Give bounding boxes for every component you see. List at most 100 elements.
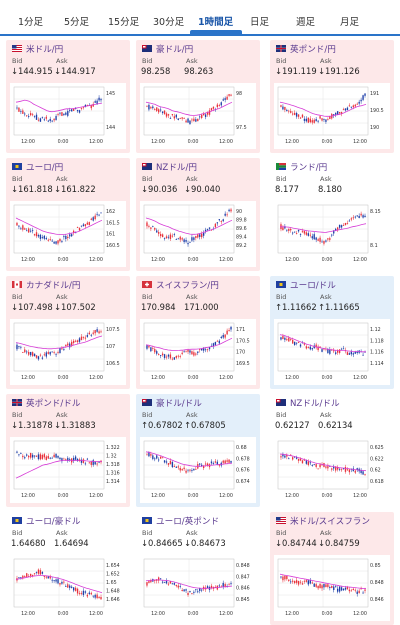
rate-card[interactable]: 英ポンド/円 Bid Ask ↓191.119 ↓191.126 191 190.5 190 1… (270, 40, 394, 153)
mini-candlestick-chart[interactable]: 8.15 8.1 12:00 0:00 12:00 (274, 201, 390, 267)
mini-candlestick-chart[interactable]: 0.68 0.678 0.676 0.674 12:00 0:00 12:00 (140, 437, 256, 503)
candle (226, 96, 228, 100)
candle (295, 457, 298, 459)
candle (163, 237, 166, 239)
candle (358, 590, 360, 594)
pair-name[interactable]: カナダドル/円 (26, 281, 81, 291)
candle (191, 351, 193, 355)
y-tick-label: 8.15 (370, 209, 381, 215)
rate-card[interactable]: ランド/円 Bid Ask 8.177 8.180 8.15 8.1 12:00 0:00 12:… (270, 158, 394, 271)
pair-name[interactable]: 米ドル/円 (26, 45, 64, 55)
candle (76, 110, 79, 112)
candle (47, 576, 49, 579)
candle (288, 110, 290, 112)
candle (183, 239, 185, 243)
tab-1[interactable]: 5分足 (64, 17, 90, 28)
rate-card[interactable]: スイスフラン/円 Bid Ask 170.984 171.000 171 170.5 170 1… (136, 276, 260, 389)
pair-name[interactable]: NZドル/円 (156, 163, 197, 173)
candle (61, 112, 63, 116)
rate-card[interactable]: ユーロ/ドル Bid Ask ↑1.11662 ↑1.11665 1.12 1.118 1.1… (270, 276, 394, 389)
rate-card[interactable]: ユーロ/英ポンド Bid Ask ↓0.84665 ↓0.84673 0.848 0.847… (136, 512, 260, 625)
candle (305, 460, 308, 464)
pair-name[interactable]: 豪ドル/円 (156, 45, 194, 55)
candle (303, 118, 306, 121)
candle (297, 114, 300, 117)
rate-card[interactable]: 米ドル/スイスフラン Bid Ask ↓0.84744 ↓0.84759 0.85 0.84… (270, 512, 394, 625)
candle (152, 106, 154, 109)
candle (295, 112, 298, 117)
pair-name[interactable]: 英ポンド/円 (290, 45, 336, 55)
candle (47, 120, 49, 122)
candle (362, 471, 364, 475)
candle (187, 118, 189, 123)
mini-candlestick-chart[interactable]: 1.12 1.118 1.116 1.114 12:00 0:00 12:00 (274, 319, 390, 385)
tab-7[interactable]: 月足 (340, 17, 360, 28)
rate-card[interactable]: 米ドル/円 Bid Ask ↓144.915 ↓144.917 145 144 12:00 0:… (6, 40, 130, 153)
rate-card[interactable]: 豪ドル/ドル Bid Ask ↑0.67802 ↑0.67805 0.68 0.678 0.6… (136, 394, 260, 507)
candle (171, 583, 174, 585)
rate-card[interactable]: カナダドル/円 Bid Ask ↓107.498 ↓107.502 107.5 107 106… (6, 276, 130, 389)
mini-candlestick-chart[interactable]: 171 170.5 170 169.5 12:00 0:00 12:00 (140, 319, 256, 385)
candle (350, 590, 353, 592)
pair-name[interactable]: ユーロ/円 (26, 163, 64, 173)
rate-card[interactable]: NZドル/ドル Bid Ask 0.62127 0.62134 0.625 0.622 0.6… (270, 394, 394, 507)
mini-candlestick-chart[interactable]: 0.848 0.847 0.846 0.845 12:00 0:00 12:00 (140, 555, 256, 621)
mini-candlestick-chart[interactable]: 90 89.8 89.6 89.4 89.2 12:00 0:00 12:00 (140, 201, 256, 267)
rate-card[interactable]: 英ポンド/ドル Bid Ask ↓1.31878 ↓1.31883 1.322 1.32 1.… (6, 394, 130, 507)
candle (161, 581, 164, 583)
pair-name[interactable]: スイスフラン/円 (156, 281, 219, 291)
pair-name[interactable]: ユーロ/ドル (290, 281, 336, 291)
x-tick-label: 12:00 (285, 139, 299, 145)
x-tick-label: 12:00 (151, 493, 165, 499)
pair-name[interactable]: 米ドル/スイスフラン (290, 517, 370, 527)
pair-name[interactable]: NZドル/ドル (290, 399, 340, 409)
mini-candlestick-chart[interactable]: 191 190.5 190 12:00 0:00 12:00 (274, 83, 390, 149)
candle (325, 240, 327, 242)
candle (76, 588, 79, 594)
candle (67, 343, 69, 346)
pair-name[interactable]: ユーロ/英ポンド (156, 517, 220, 527)
candle (45, 576, 47, 578)
mini-candlestick-chart[interactable]: 162 161.5 161 160.5 12:00 0:00 12:00 (10, 201, 126, 267)
pair-name[interactable]: 豪ドル/ドル (156, 399, 202, 409)
mini-candlestick-chart[interactable]: 107.5 107 106.5 12:00 0:00 12:00 (10, 319, 126, 385)
chart-svg: 171 170.5 170 169.5 12:00 0:00 12:00 (140, 319, 256, 385)
candle (80, 336, 83, 341)
tab-5[interactable]: 日足 (250, 17, 270, 28)
tab-2[interactable]: 15分足 (108, 17, 140, 28)
candle (74, 456, 77, 460)
mini-candlestick-chart[interactable]: 1.654 1.652 1.65 1.648 1.646 12:00 0:00 12:00 (10, 555, 126, 621)
candle (201, 348, 203, 351)
pair-name[interactable]: ランド/円 (290, 163, 328, 173)
candle (230, 94, 232, 96)
x-tick-label: 0:00 (322, 375, 333, 381)
candle (214, 341, 217, 345)
candle (28, 116, 30, 117)
candle (61, 348, 63, 350)
mini-candlestick-chart[interactable]: 0.85 0.848 0.846 12:00 0:00 12:00 (274, 555, 390, 621)
candle (63, 581, 65, 583)
mini-candlestick-chart[interactable]: 145 144 12:00 0:00 12:00 (10, 83, 126, 149)
mini-candlestick-chart[interactable]: 0.625 0.622 0.62 0.618 12:00 0:00 12:00 (274, 437, 390, 503)
candle (206, 111, 209, 115)
x-tick-label: 12:00 (285, 611, 299, 617)
pair-name[interactable]: ユーロ/豪ドル (26, 517, 81, 527)
rate-card[interactable]: 豪ドル/円 Bid Ask 98.258 98.263 98 97.5 12:00 0:00 12… (136, 40, 260, 153)
tab-6[interactable]: 週足 (296, 17, 316, 28)
candle (90, 592, 92, 595)
tab-0[interactable]: 1分足 (18, 17, 44, 28)
mini-candlestick-chart[interactable]: 1.322 1.32 1.318 1.316 1.314 12:00 0:00 12:00 (10, 437, 126, 503)
candle (51, 120, 53, 122)
rate-card[interactable]: NZドル/円 Bid Ask ↓90.036 ↓90.040 90 89.8 89.6 89.4… (136, 158, 260, 271)
candle (204, 114, 207, 118)
pair-name[interactable]: 英ポンド/ドル (26, 399, 81, 409)
ask-value: ↓144.917 (54, 66, 96, 76)
candle (45, 456, 47, 460)
tab-4[interactable]: 1時間足 (198, 17, 234, 28)
rate-card[interactable]: ユーロ/豪ドル Bid Ask 1.64680 1.64694 1.654 1.652 1.6… (6, 512, 130, 625)
mini-candlestick-chart[interactable]: 98 97.5 12:00 0:00 12:00 (140, 83, 256, 149)
candle (317, 346, 319, 351)
tab-3[interactable]: 30分足 (153, 17, 185, 28)
rate-card[interactable]: ユーロ/円 Bid Ask ↓161.818 ↓161.822 162 161.5 161 16… (6, 158, 130, 271)
candle (319, 346, 321, 348)
